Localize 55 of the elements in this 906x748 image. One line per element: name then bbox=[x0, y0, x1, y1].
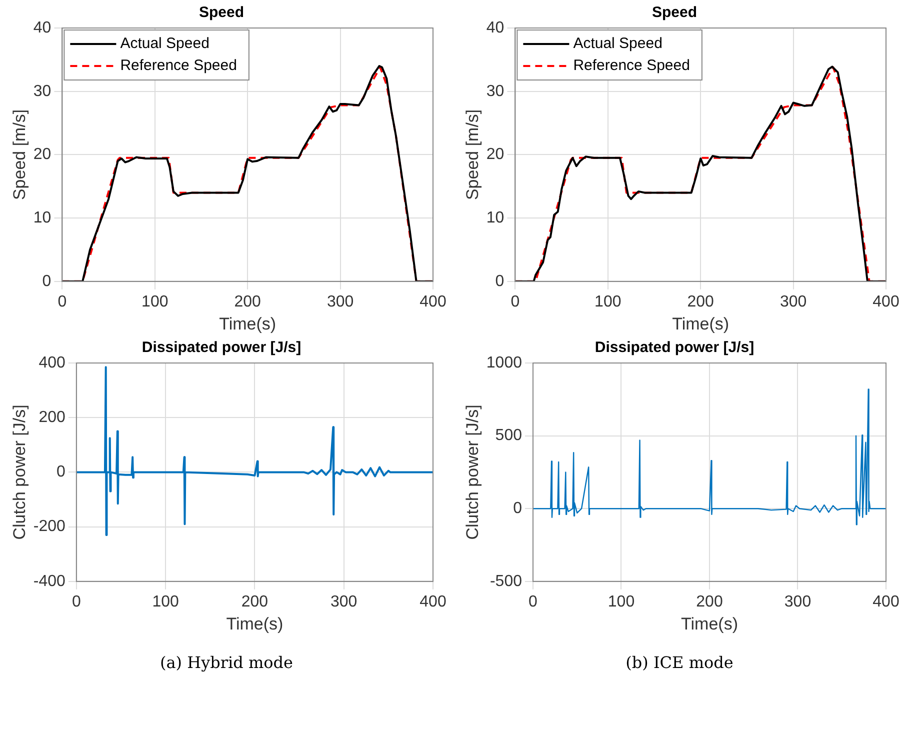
chart-title: Dissipated power [J/s] bbox=[142, 339, 302, 356]
x-axis-title: Time(s) bbox=[219, 314, 276, 334]
y-tick-label: 10 bbox=[486, 209, 504, 226]
x-tick-label: 300 bbox=[330, 593, 358, 610]
x-tick-label: 100 bbox=[594, 293, 622, 310]
x-axis-title: Time(s) bbox=[672, 314, 730, 334]
y-tick-label: 40 bbox=[486, 19, 504, 36]
chart-title: Speed bbox=[198, 4, 244, 22]
y-tick-label: 30 bbox=[486, 82, 504, 100]
x-tick-label: 400 bbox=[420, 293, 446, 310]
x-tick-label: 100 bbox=[142, 293, 168, 310]
y-tick-label: 0 bbox=[495, 272, 504, 290]
x-tick-label: 0 bbox=[528, 593, 538, 610]
x-tick-label: 400 bbox=[872, 593, 900, 610]
y-tick-label: 40 bbox=[33, 19, 52, 36]
y-tick-label: 20 bbox=[33, 146, 52, 164]
x-tick-label: 300 bbox=[780, 293, 807, 310]
x-tick-label: 200 bbox=[687, 293, 714, 310]
text: (a) Hybrid mode bbox=[159, 653, 294, 672]
x-tick-label: 100 bbox=[152, 593, 180, 610]
x-axis-title: Time(s) bbox=[681, 614, 738, 634]
chart-title: Dissipated power [J/s] bbox=[594, 339, 754, 356]
y-tick-label: 0 bbox=[56, 464, 66, 481]
x-tick-label: 100 bbox=[608, 593, 635, 610]
y-tick-label: 20 bbox=[486, 146, 504, 164]
x-tick-label: 200 bbox=[241, 593, 268, 610]
legend-label: Reference Speed bbox=[573, 57, 690, 74]
text: (b) ICE mode bbox=[624, 653, 734, 672]
x-tick-label: 400 bbox=[872, 293, 900, 310]
x-tick-label: 300 bbox=[326, 293, 354, 310]
y-axis-title: Speed [m/s] bbox=[10, 109, 29, 200]
chart-title: Speed bbox=[652, 4, 698, 22]
y-axis-title: Speed [m/s] bbox=[462, 109, 482, 200]
x-tick-label: 0 bbox=[72, 593, 81, 610]
y-tick-label: 0 bbox=[42, 272, 52, 290]
x-tick-label: 200 bbox=[696, 593, 723, 610]
legend-label: Reference Speed bbox=[120, 57, 237, 74]
x-axis-title: Time(s) bbox=[226, 614, 284, 634]
x-tick-label: 400 bbox=[420, 593, 446, 610]
y-tick-label: 200 bbox=[38, 409, 66, 426]
y-tick-label: 30 bbox=[33, 82, 52, 100]
legend-label: Actual Speed bbox=[573, 35, 662, 52]
y-axis-title: Clutch power [J/s] bbox=[462, 404, 482, 540]
y-tick-label: 10 bbox=[33, 209, 52, 226]
x-tick-label: 300 bbox=[784, 593, 812, 610]
y-tick-label: 1000 bbox=[486, 354, 522, 372]
y-axis-title: Clutch power [J/s] bbox=[10, 404, 29, 540]
y-tick-label: -200 bbox=[33, 518, 66, 536]
legend-label: Actual Speed bbox=[120, 35, 210, 52]
y-tick-label: 500 bbox=[495, 427, 522, 444]
y-tick-label: -400 bbox=[33, 572, 66, 590]
y-tick-label: -500 bbox=[490, 572, 522, 590]
y-tick-label: 0 bbox=[513, 500, 522, 518]
x-tick-label: 200 bbox=[234, 293, 262, 310]
y-tick-label: 400 bbox=[38, 354, 66, 372]
